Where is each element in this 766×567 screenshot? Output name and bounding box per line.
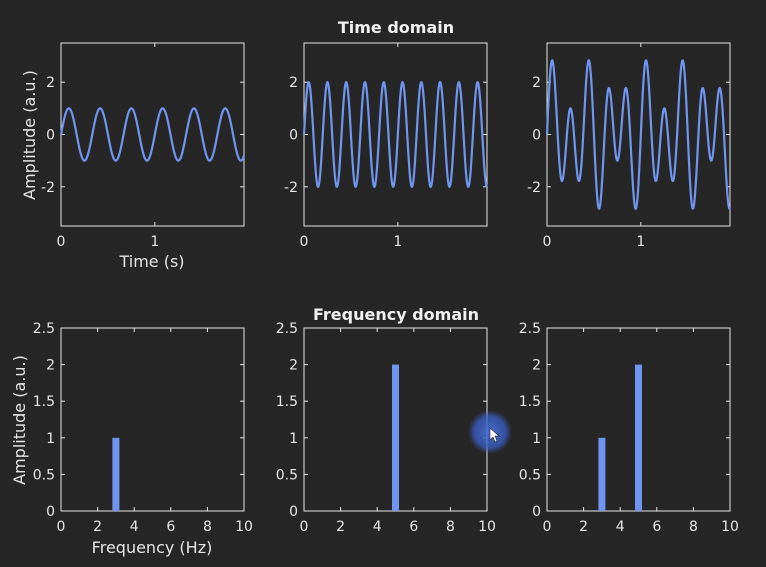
y-tick-label: 2.5 bbox=[33, 321, 55, 337]
signal-line bbox=[59, 107, 246, 162]
panel-5: 0 0.5 1 1.5 2 2.5 0 2 4 6 8 10 bbox=[276, 321, 496, 535]
y-tick-label: 1 bbox=[289, 431, 298, 447]
frequency-y-axis-label: Amplitude (a.u.) bbox=[10, 355, 29, 485]
x-tick-label: 10 bbox=[235, 519, 253, 535]
x-tick-label: 6 bbox=[166, 519, 175, 535]
y-tick-label: -2 bbox=[527, 180, 541, 196]
x-tick-label: 4 bbox=[616, 519, 625, 535]
y-tick-label: 2.5 bbox=[276, 321, 298, 337]
time-domain-heading: Time domain bbox=[338, 18, 454, 37]
y-tick-label: -2 bbox=[41, 180, 55, 196]
y-tick-label: 1.5 bbox=[33, 394, 55, 410]
spectrum-bar-3hz bbox=[112, 437, 120, 511]
panel-2: -2 0 2 0 1 bbox=[284, 42, 488, 250]
y-tick-label: 0.5 bbox=[276, 467, 298, 483]
spectrum-bar-5hz bbox=[392, 364, 399, 511]
y-tick-label: 2 bbox=[289, 75, 298, 91]
y-tick-label: 0 bbox=[532, 504, 541, 520]
y-tick-label: 2 bbox=[532, 75, 541, 91]
x-tick-label: 0 bbox=[543, 519, 552, 535]
x-tick-label: 4 bbox=[373, 519, 382, 535]
y-tick-label: 1.5 bbox=[276, 394, 298, 410]
panel-6: 0 0.5 1 1.5 2 2.5 0 2 4 6 8 10 bbox=[519, 321, 739, 535]
x-tick-label: 0 bbox=[300, 519, 309, 535]
x-tick-label: 4 bbox=[130, 519, 139, 535]
x-tick-label: 8 bbox=[446, 519, 455, 535]
x-tick-label: 0 bbox=[543, 234, 552, 250]
panel-1: -2 0 2 0 1 bbox=[41, 42, 246, 250]
spectrum-bar-3hz bbox=[598, 437, 606, 511]
y-tick-label: 2 bbox=[289, 358, 298, 374]
x-tick-label: 0 bbox=[57, 519, 66, 535]
x-tick-label: 2 bbox=[579, 519, 588, 535]
x-tick-label: 1 bbox=[636, 234, 645, 250]
x-tick-label: 10 bbox=[721, 519, 739, 535]
signal-line bbox=[302, 80, 488, 189]
frequency-domain-heading: Frequency domain bbox=[313, 305, 479, 324]
x-tick-label: 6 bbox=[652, 519, 661, 535]
spectrum-bar-5hz bbox=[635, 364, 642, 511]
frequency-x-axis-label: Frequency (Hz) bbox=[92, 538, 213, 557]
y-tick-label: 1 bbox=[532, 431, 541, 447]
y-tick-label: -2 bbox=[284, 180, 298, 196]
y-tick-label: 0.5 bbox=[519, 467, 541, 483]
x-tick-label: 10 bbox=[478, 519, 496, 535]
y-tick-label: 0 bbox=[289, 504, 298, 520]
x-tick-label: 8 bbox=[203, 519, 212, 535]
time-x-axis-label: Time (s) bbox=[118, 252, 184, 271]
x-tick-label: 8 bbox=[689, 519, 698, 535]
y-tick-label: 0.5 bbox=[33, 467, 55, 483]
y-tick-label: 0 bbox=[532, 128, 541, 144]
plot-frame bbox=[60, 327, 245, 512]
x-tick-label: 0 bbox=[300, 234, 309, 250]
signal-line bbox=[545, 58, 731, 211]
y-tick-label: 0 bbox=[289, 128, 298, 144]
x-tick-label: 1 bbox=[393, 234, 402, 250]
y-tick-label: 1 bbox=[46, 431, 55, 447]
panel-3: -2 0 2 0 1 bbox=[527, 42, 731, 250]
plot-frame bbox=[303, 42, 488, 227]
cursor-arrow-icon bbox=[489, 427, 500, 443]
panel-4: 0 0.5 1 1.5 2 2.5 0 2 4 6 8 10 bbox=[33, 321, 253, 535]
x-tick-label: 6 bbox=[409, 519, 418, 535]
time-y-axis-label: Amplitude (a.u.) bbox=[20, 70, 39, 200]
y-tick-label: 2 bbox=[46, 75, 55, 91]
y-tick-label: 1.5 bbox=[519, 394, 541, 410]
y-tick-label: 2 bbox=[532, 358, 541, 374]
y-tick-label: 2.5 bbox=[519, 321, 541, 337]
y-tick-label: 0 bbox=[46, 128, 55, 144]
x-tick-label: 0 bbox=[57, 234, 66, 250]
x-tick-label: 1 bbox=[150, 234, 159, 250]
x-tick-label: 2 bbox=[93, 519, 102, 535]
y-tick-label: 2 bbox=[46, 358, 55, 374]
y-tick-label: 0 bbox=[46, 504, 55, 520]
mouse-cursor bbox=[468, 410, 512, 454]
x-tick-label: 2 bbox=[336, 519, 345, 535]
